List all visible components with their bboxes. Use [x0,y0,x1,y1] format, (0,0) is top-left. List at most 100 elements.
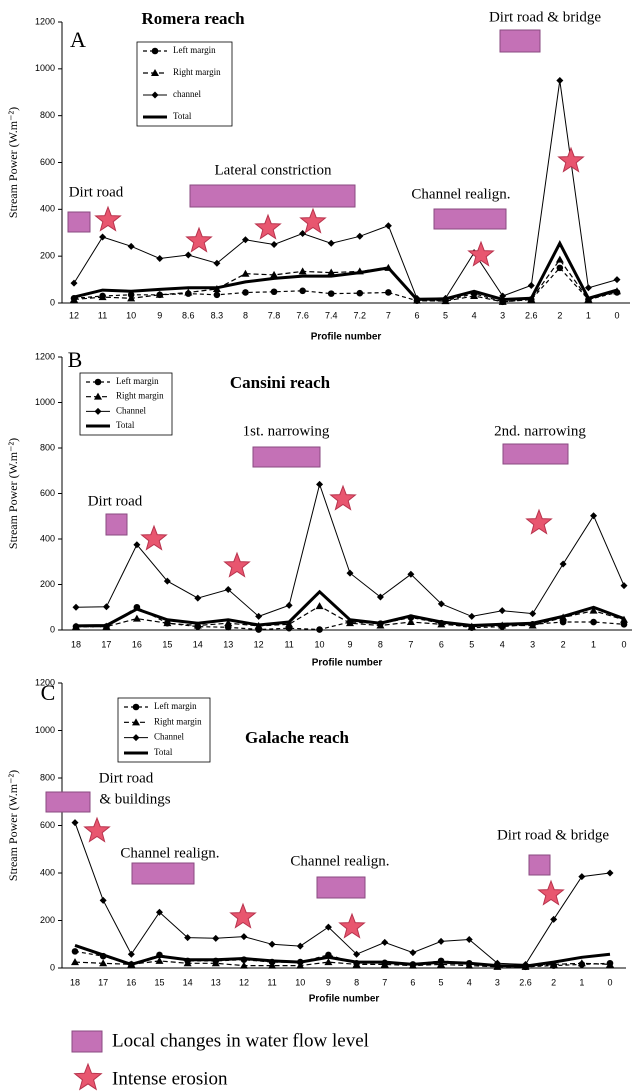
flow-change-box [528,854,551,876]
erosion-star [299,207,327,234]
point [613,276,621,284]
point [239,961,248,969]
x-tick-label: 7 [382,977,387,987]
chart-title: Cansini reach [230,373,331,392]
point [155,908,163,916]
point [385,289,392,296]
x-tick-label: 2 [557,310,562,320]
point [242,289,249,296]
chart-title: Galache reach [245,728,350,747]
x-tick-label: 4 [500,639,505,649]
x-axis-label: Profile number [312,658,383,669]
flow-change-box [45,791,91,813]
point [380,960,389,968]
legend-label: Total [116,420,135,430]
legend-label: channel [173,89,201,99]
x-tick-label: 9 [157,310,162,320]
x-tick-label: 10 [295,977,305,987]
point [606,869,614,877]
flow-change-box [433,208,507,230]
x-tick-label: 2.6 [525,310,538,320]
x-tick-label: 8 [378,639,383,649]
point [556,77,564,85]
legend-label: Left margin [173,45,216,55]
x-tick-label: 1 [591,639,596,649]
point [127,242,135,250]
point [327,290,335,297]
x-tick-label: 13 [223,639,233,649]
point [99,896,107,904]
y-axis-label: Stream Power (W.m⁻²) [6,438,20,549]
y-axis-label: Stream Power (W.m⁻²) [6,107,20,218]
flow-change-box [316,876,366,899]
x-tick-label: 11 [284,639,293,649]
x-axis-label: Profile number [309,994,380,1005]
annotation: 1st. narrowing [243,423,330,439]
point [163,577,171,585]
point [606,960,614,968]
point [356,232,364,240]
y-tick-label: 0 [50,962,55,972]
point [437,600,445,608]
point [132,734,140,742]
legend-label: Right margin [173,67,221,77]
point [327,239,335,247]
point [470,291,479,299]
point [155,290,164,298]
x-tick-label: 7.4 [325,310,338,320]
point [241,236,249,244]
erosion-star [329,484,357,511]
annotation: 2nd. narrowing [494,423,586,439]
x-tick-label: 13 [211,977,221,987]
x-tick-label: 7.6 [296,310,309,320]
legend-label: Right margin [116,391,164,401]
flow-change-box [105,513,128,536]
erosion-star [557,146,585,173]
point [590,618,597,626]
point [498,607,506,615]
y-tick-label: 1000 [35,397,55,407]
panel-letter: A [70,27,86,52]
y-tick-label: 600 [40,157,55,167]
legend-rect-label: Local changes in water flow level [112,1030,369,1051]
flow-change-box [67,211,91,233]
x-tick-label: 12 [239,977,249,987]
point [224,619,233,627]
annotation: Dirt road [88,493,143,509]
x-tick-label: 12 [254,639,264,649]
point [577,959,586,967]
x-tick-label: 15 [162,639,172,649]
point [184,251,192,259]
x-tick-label: 16 [132,639,142,649]
annotation: Channel realign. [120,845,219,861]
legend-label: Channel [116,405,146,415]
point [353,950,361,958]
point [70,295,78,303]
x-tick-label: 3 [530,639,535,649]
point [550,915,558,923]
point [72,603,80,611]
point [268,961,277,969]
y-tick-label: 1000 [35,725,55,735]
point [356,289,364,297]
legend-star-label: Intense erosion [112,1068,228,1089]
x-tick-label: 6 [410,977,415,987]
x-tick-label: 18 [71,639,81,649]
point [193,621,202,629]
erosion-star [467,240,495,267]
point [465,936,473,943]
x-tick-label: 8.3 [211,310,224,320]
x-tick-label: 16 [126,977,136,987]
erosion-star [94,205,122,232]
point [437,620,446,628]
erosion-star [83,816,111,843]
point [296,942,304,950]
annotation: Dirt road & bridge [489,9,601,25]
y-tick-label: 400 [40,533,55,543]
point [406,618,415,626]
point [549,960,558,968]
point [384,222,392,230]
point [213,259,221,267]
legend-label: Left margin [116,376,159,386]
